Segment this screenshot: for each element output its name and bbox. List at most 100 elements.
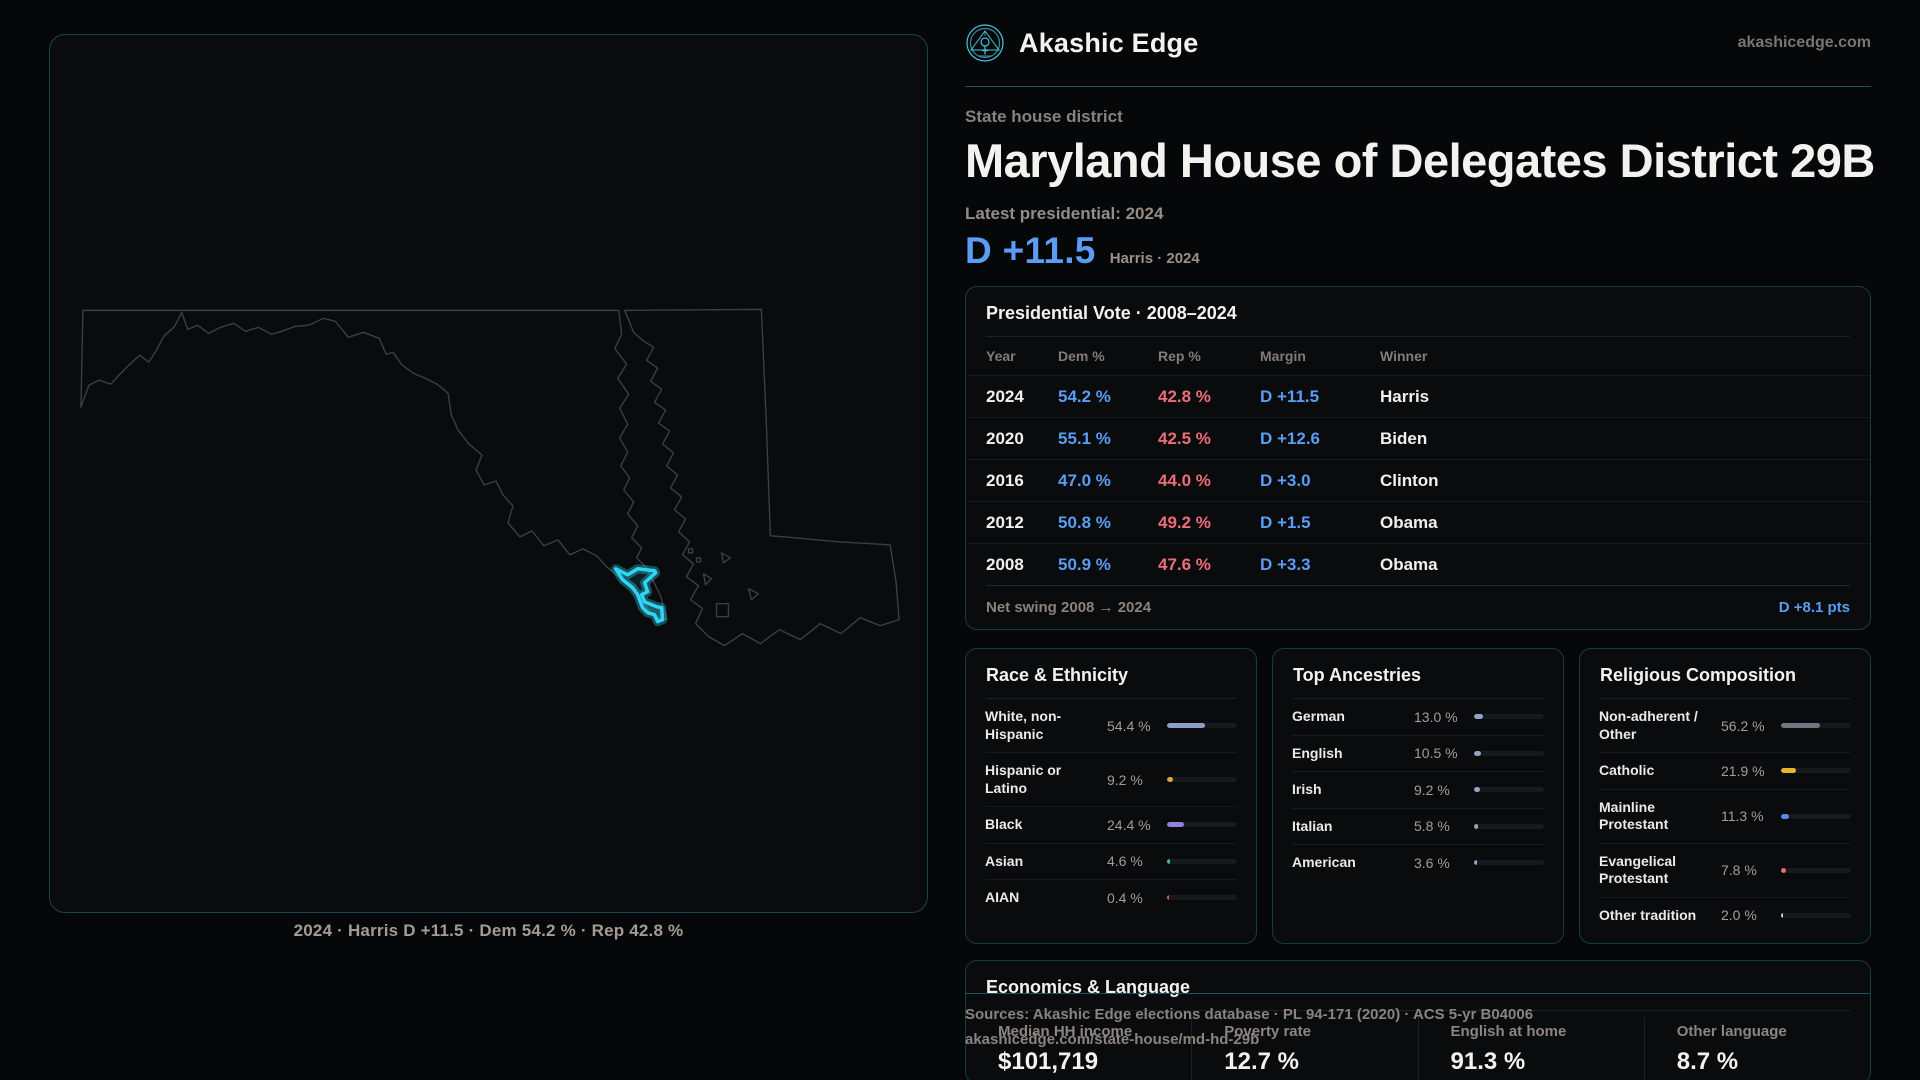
year-cell: 2012 <box>986 512 1024 532</box>
col-header-dem: Dem % <box>1058 348 1105 364</box>
brand: Akashic Edge <box>965 23 1198 63</box>
year-cell: 2024 <box>986 386 1024 406</box>
margin-cell: D +12.6 <box>1260 428 1321 448</box>
stat-value: 9.2 % <box>1414 781 1450 798</box>
dem-pct-cell: 47.0 % <box>1058 470 1111 490</box>
stat-row: Black 24.4 % <box>985 807 1237 844</box>
stat-bar-fill <box>1167 858 1171 864</box>
net-swing-label: Net swing 2008 → 2024 <box>986 599 1152 616</box>
panel-title: Economics & Language <box>986 977 1191 997</box>
stat-bar <box>1167 895 1237 901</box>
economics-language-panel: Economics & Language Median HH income $1… <box>965 960 1871 1080</box>
divider <box>1600 698 1850 699</box>
highlighted-district[interactable] <box>611 564 668 627</box>
stat-bar-fill <box>1781 912 1783 918</box>
stat-bar-fill <box>1167 777 1174 782</box>
year-cell: 2020 <box>986 428 1024 448</box>
rep-pct-cell: 49.2 % <box>1158 512 1211 532</box>
stat-label: Mainline Protestant <box>1599 798 1669 833</box>
stat-bar-fill <box>1167 822 1185 828</box>
detail-column: Akashic Edge akashicedge.com State house… <box>965 0 1875 1080</box>
stat-bar <box>1474 787 1544 793</box>
stat-value: 24.4 % <box>1107 816 1151 833</box>
winner-cell: Harris <box>1380 386 1430 406</box>
stat-value: $101,719 <box>998 1048 1099 1075</box>
stat-label: Black <box>985 816 1023 832</box>
col-header-rep: Rep % <box>1158 348 1201 364</box>
stat-label: Asian <box>985 852 1024 869</box>
stat-bar <box>1474 714 1544 720</box>
stat-row: Asian 4.6 % <box>985 844 1237 880</box>
rep-pct-cell: 47.6 % <box>1158 554 1211 574</box>
economic-stat: English at home 91.3 % <box>1417 1017 1644 1080</box>
winner-cell: Biden <box>1380 428 1428 448</box>
stat-label: Italian <box>1292 817 1333 834</box>
map-caption: 2024 · Harris D +11.5 · Dem 54.2 % · Rep… <box>293 921 684 940</box>
stat-label: Non-adherent / Other <box>1599 708 1698 742</box>
stat-row: Non-adherent / Other 56.2 % <box>1599 699 1851 753</box>
col-header-margin: Margin <box>1260 348 1306 364</box>
winner-cell: Obama <box>1380 512 1438 532</box>
stat-label: Catholic <box>1599 762 1655 778</box>
divider <box>1293 698 1543 699</box>
margin-cell: D +3.3 <box>1260 554 1311 574</box>
pres-table-row: 2008 50.9 % 47.6 % D +3.3 Obama <box>966 543 1870 585</box>
stat-row: Irish 9.2 % <box>1292 772 1544 809</box>
stat-row: English 10.5 % <box>1292 736 1544 772</box>
hero-margin-value: D +11.5 <box>965 230 1096 271</box>
stat-value: 4.6 % <box>1107 853 1143 870</box>
stat-label: English at home <box>1450 1023 1567 1040</box>
stat-value: 56.2 % <box>1721 717 1765 734</box>
stat-row: American 3.6 % <box>1292 845 1544 881</box>
net-swing-row: Net swing 2008 → 2024 D +8.1 pts <box>986 585 1850 629</box>
stat-bar <box>1167 777 1237 782</box>
stat-value: 12.7 % <box>1224 1048 1299 1075</box>
stat-rows: Non-adherent / Other 56.2 % Catholic 21.… <box>1580 699 1870 933</box>
stat-rows: German 13.0 % English 10.5 % Irish 9.2 %… <box>1273 699 1563 881</box>
economic-stat: Other language 8.7 % <box>1643 1017 1870 1080</box>
economic-stat: Median HH income $101,719 <box>966 1017 1191 1080</box>
stat-value: 0.4 % <box>1107 889 1143 906</box>
stat-bar-fill <box>1474 714 1484 720</box>
economics-stats: Median HH income $101,719 Poverty rate 1… <box>966 1017 1870 1080</box>
stat-bar <box>1781 768 1851 774</box>
dem-pct-cell: 50.9 % <box>1058 554 1111 574</box>
stat-label: White, non-Hispanic <box>985 708 1062 742</box>
pres-table-row: 2016 47.0 % 44.0 % D +3.0 Clinton <box>966 459 1870 501</box>
rep-pct-cell: 44.0 % <box>1158 470 1211 490</box>
stat-value: 13.0 % <box>1414 708 1458 725</box>
dem-pct-cell: 55.1 % <box>1058 428 1111 448</box>
stat-value: 9.2 % <box>1107 771 1143 788</box>
stat-label: Median HH income <box>998 1023 1133 1040</box>
stat-bar <box>1781 912 1851 918</box>
divider <box>986 336 1850 337</box>
stat-bar-fill <box>1167 895 1169 901</box>
brand-name: Akashic Edge <box>1019 27 1199 58</box>
stat-bar-fill <box>1781 723 1821 728</box>
pres-table-header: Year Dem % Rep % Margin Winner <box>966 337 1870 375</box>
winner-cell: Obama <box>1380 554 1438 574</box>
stat-value: 10.5 % <box>1414 745 1458 762</box>
economic-stat: Poverty rate 12.7 % <box>1191 1017 1417 1080</box>
stat-value: 7.8 % <box>1721 862 1757 878</box>
stat-value: 8.7 % <box>1676 1048 1739 1075</box>
panel-title: Presidential Vote · 2008–2024 <box>986 303 1237 323</box>
pres-table-body: 2024 54.2 % 42.8 % D +11.5 Harris 2020 5… <box>966 375 1870 585</box>
stat-bar <box>1167 858 1237 864</box>
stat-bar <box>1781 813 1851 819</box>
stat-label: Irish <box>1292 781 1322 797</box>
stat-row: Hispanic or Latino 9.2 % <box>985 753 1237 807</box>
stat-label: Other language <box>1676 1023 1787 1040</box>
stat-bar-fill <box>1781 867 1787 873</box>
pres-table-row: 2012 50.8 % 49.2 % D +1.5 Obama <box>966 501 1870 543</box>
stat-bar-fill <box>1474 750 1482 756</box>
margin-cell: D +1.5 <box>1260 512 1311 532</box>
col-header-year: Year <box>986 348 1016 364</box>
site-domain-link[interactable]: akashicedge.com <box>1737 34 1871 51</box>
dem-pct-cell: 50.8 % <box>1058 512 1111 532</box>
stat-row: Catholic 21.9 % <box>1599 753 1851 790</box>
stat-bar <box>1781 723 1851 728</box>
state-outline <box>80 308 900 647</box>
rep-pct-cell: 42.5 % <box>1158 428 1211 448</box>
divider <box>986 1010 1850 1011</box>
